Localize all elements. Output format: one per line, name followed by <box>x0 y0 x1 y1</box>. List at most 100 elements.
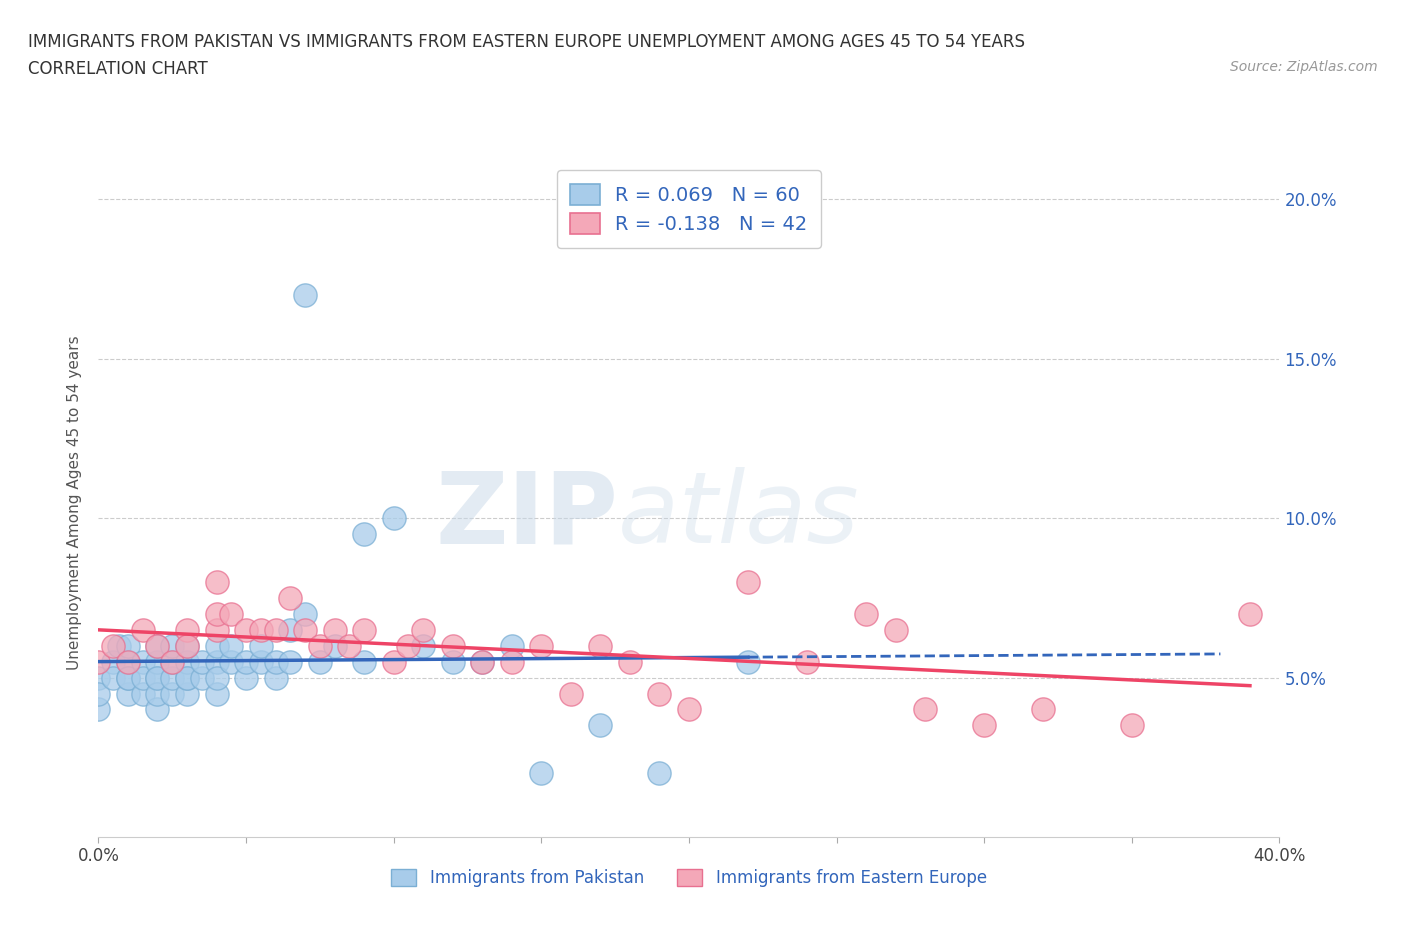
Point <box>162 686 183 701</box>
Point <box>205 575 228 590</box>
Point <box>132 622 155 637</box>
Point <box>353 526 375 541</box>
Point <box>441 654 464 669</box>
Point <box>353 654 375 669</box>
Point <box>87 686 110 701</box>
Point <box>191 654 214 669</box>
Point <box>353 622 375 637</box>
Point <box>176 638 198 653</box>
Point <box>412 622 434 637</box>
Point <box>382 654 405 669</box>
Point <box>103 671 125 685</box>
Point <box>103 638 125 653</box>
Point <box>103 654 125 669</box>
Legend: Immigrants from Pakistan, Immigrants from Eastern Europe: Immigrants from Pakistan, Immigrants fro… <box>382 861 995 896</box>
Point <box>146 702 169 717</box>
Point <box>117 638 139 653</box>
Point <box>382 511 405 525</box>
Point <box>264 622 287 637</box>
Point <box>176 671 198 685</box>
Point <box>855 606 877 621</box>
Point <box>176 638 198 653</box>
Point <box>796 654 818 669</box>
Point <box>589 638 612 653</box>
Text: IMMIGRANTS FROM PAKISTAN VS IMMIGRANTS FROM EASTERN EUROPE UNEMPLOYMENT AMONG AG: IMMIGRANTS FROM PAKISTAN VS IMMIGRANTS F… <box>28 33 1025 50</box>
Point <box>619 654 641 669</box>
Point <box>294 622 316 637</box>
Point <box>264 671 287 685</box>
Point <box>294 606 316 621</box>
Point <box>530 638 553 653</box>
Point <box>205 622 228 637</box>
Point <box>205 671 228 685</box>
Point <box>117 686 139 701</box>
Point <box>560 686 582 701</box>
Point <box>589 718 612 733</box>
Point <box>264 654 287 669</box>
Point <box>87 671 110 685</box>
Point <box>235 654 257 669</box>
Point <box>117 654 139 669</box>
Point <box>219 606 242 621</box>
Y-axis label: Unemployment Among Ages 45 to 54 years: Unemployment Among Ages 45 to 54 years <box>67 335 83 670</box>
Point <box>132 654 155 669</box>
Point <box>471 654 494 669</box>
Point <box>146 671 169 685</box>
Point <box>146 671 169 685</box>
Point <box>678 702 700 717</box>
Point <box>235 671 257 685</box>
Point <box>205 606 228 621</box>
Point <box>132 671 155 685</box>
Point <box>162 638 183 653</box>
Point <box>191 671 214 685</box>
Point <box>914 702 936 717</box>
Point <box>132 686 155 701</box>
Point <box>176 654 198 669</box>
Point <box>205 654 228 669</box>
Point <box>162 671 183 685</box>
Point <box>146 638 169 653</box>
Point <box>205 638 228 653</box>
Point <box>648 686 671 701</box>
Point <box>250 654 273 669</box>
Point <box>1032 702 1054 717</box>
Point <box>294 287 316 302</box>
Point <box>176 671 198 685</box>
Point <box>117 671 139 685</box>
Point <box>146 638 169 653</box>
Point <box>219 654 242 669</box>
Point <box>648 765 671 780</box>
Point <box>737 654 759 669</box>
Text: ZIP: ZIP <box>436 467 619 565</box>
Point <box>1121 718 1143 733</box>
Point <box>162 654 183 669</box>
Point <box>278 622 302 637</box>
Point <box>176 622 198 637</box>
Point <box>441 638 464 653</box>
Point <box>884 622 907 637</box>
Point <box>309 638 332 653</box>
Point <box>396 638 419 653</box>
Text: Source: ZipAtlas.com: Source: ZipAtlas.com <box>1230 60 1378 74</box>
Point <box>219 638 242 653</box>
Point <box>471 654 494 669</box>
Point <box>973 718 995 733</box>
Point <box>117 654 139 669</box>
Point <box>162 654 183 669</box>
Point <box>339 638 360 653</box>
Point <box>278 654 302 669</box>
Point <box>87 654 110 669</box>
Point <box>146 686 169 701</box>
Point <box>250 622 273 637</box>
Point <box>205 686 228 701</box>
Point <box>278 591 302 605</box>
Point <box>146 654 169 669</box>
Point <box>323 638 346 653</box>
Text: CORRELATION CHART: CORRELATION CHART <box>28 60 208 78</box>
Point <box>1239 606 1261 621</box>
Point <box>176 686 198 701</box>
Point <box>323 622 346 637</box>
Point <box>412 638 434 653</box>
Point <box>530 765 553 780</box>
Point <box>501 638 523 653</box>
